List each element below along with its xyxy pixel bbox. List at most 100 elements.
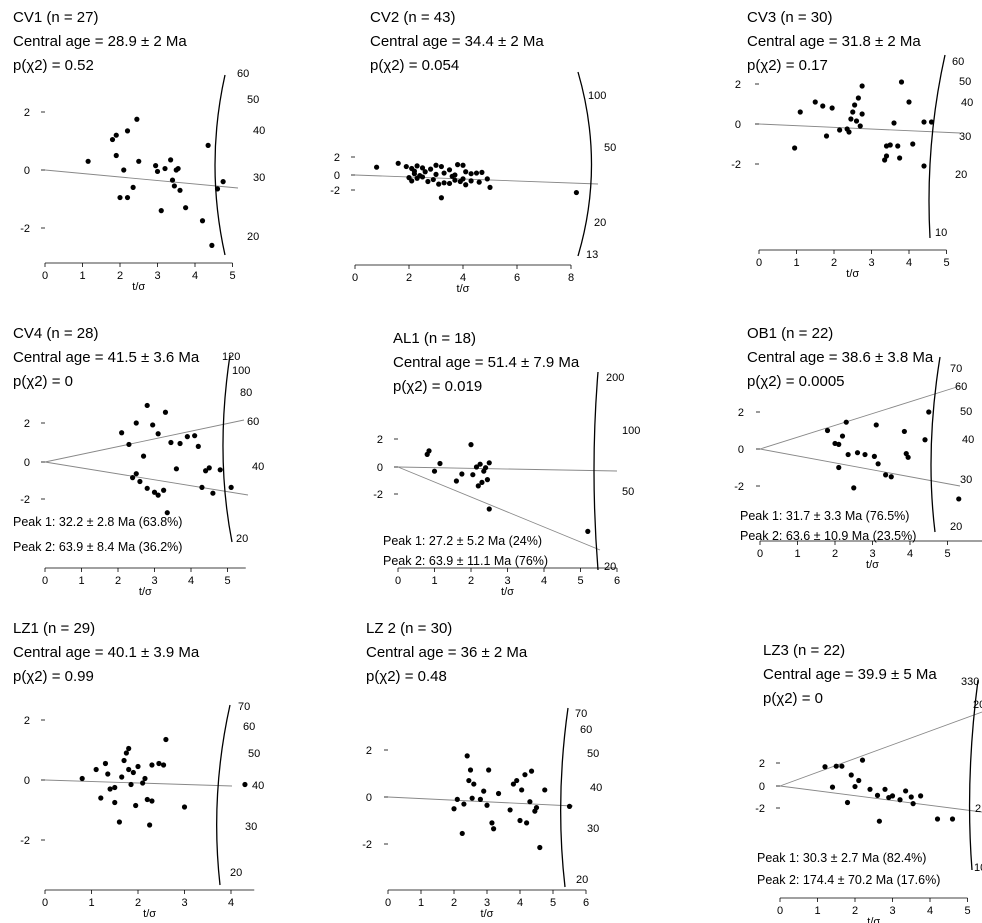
p-chi2-label: p(χ2) = 0.99 [13,668,94,685]
radial-tick-label: 100 [622,425,640,437]
data-point [887,142,893,148]
data-point [112,799,118,806]
radial-tick-label: 30 [245,821,257,833]
x-tick-label: 0 [42,897,48,909]
data-point [162,165,168,172]
radial-tick-label: 30 [253,172,265,184]
data-point [428,166,434,172]
data-point [475,483,481,489]
data-point [839,763,845,769]
central-age-label: Central age = 36 ± 2 Ma [366,644,528,661]
data-point [883,472,889,478]
x-tick-label: 1 [793,257,799,269]
x-tick-label: 0 [757,548,763,560]
data-point [853,118,860,124]
data-point [123,750,129,756]
data-point [537,844,543,851]
radial-tick-label: 50 [604,142,616,154]
data-point [862,451,868,458]
radial-tick-label: 100 [588,90,606,102]
data-point [130,475,136,481]
x-tick-label: 2 [451,897,457,909]
sample-label: LZ3 (n = 22) [763,642,845,659]
x-tick-label: 2 [115,575,121,587]
data-point [403,163,409,170]
central-age-label: Central age = 31.8 ± 2 Ma [747,33,921,50]
p-chi2-label: p(χ2) = 0.52 [13,57,94,74]
radial-tick-label: 50 [587,748,599,760]
data-point [395,160,401,166]
x-tick-label: 4 [927,905,933,917]
radial-plot-panel: CV4 (n = 28) Central age = 41.5 ± 3.6 Ma p… [13,325,264,598]
data-point [524,820,530,826]
radial-tick-label: 20 [950,521,962,533]
data-point [121,757,127,764]
data-point [471,781,477,787]
data-point [903,788,909,794]
peak-label: Peak 1: 27.2 ± 5.2 Ma (24%) [383,534,542,548]
sample-label: CV2 (n = 43) [370,9,455,26]
age-line [44,461,249,496]
x-tick-label: 3 [484,897,490,909]
data-point [438,195,444,201]
x-tick-label: 5 [577,575,583,587]
data-point [460,162,466,168]
radial-tick-label: 20 [604,561,616,573]
x-tick-label: 0 [42,270,48,282]
y-tick-label: 2 [366,745,372,757]
y-tick-label: 2 [24,715,30,727]
data-point [206,465,212,471]
data-point [848,116,854,122]
x-tick-label: 4 [460,272,466,284]
radial-tick-label: 60 [955,381,967,393]
radial-tick-label: 30 [959,131,971,143]
radial-age-arc [577,71,593,257]
age-line [354,174,599,185]
data-point [848,772,854,778]
data-point [463,182,469,188]
data-point [477,796,483,802]
radial-tick-label: 50 [622,486,634,498]
x-tick-label: 3 [889,905,895,917]
x-tick-label: 4 [192,270,198,282]
data-point [133,802,139,809]
radial-tick-label: 60 [580,724,592,736]
data-point [792,145,798,151]
data-point [140,780,146,786]
x-axis-label: t/σ [481,908,494,920]
peak-label: Peak 2: 174.4 ± 70.2 Ma (17.6%) [757,873,940,887]
data-point [133,471,139,477]
radial-plot-panel: LZ3 (n = 22) Central age = 39.9 ± 5 Ma p(χ… [755,642,982,923]
data-point [507,807,513,813]
x-tick-label: 2 [832,548,838,560]
sample-label: CV3 (n = 30) [747,9,832,26]
data-point [433,162,439,168]
data-point [113,152,119,159]
data-point [469,795,475,801]
data-point [483,465,489,471]
data-point [116,819,122,825]
data-point [542,787,548,793]
data-point [126,441,132,448]
data-point [822,764,828,770]
data-point [836,464,842,471]
radial-tick-label: 80 [240,387,252,399]
data-point [874,792,881,798]
data-point [908,794,914,800]
y-tick-label: -2 [734,481,744,493]
data-point [922,437,928,443]
data-point [220,179,226,185]
y-tick-label: -2 [362,839,372,851]
data-point [510,781,516,787]
x-tick-label: 5 [944,548,950,560]
radial-tick-label: 20 [230,867,242,879]
y-tick-label: 0 [759,781,765,793]
data-point [895,143,901,149]
data-point [128,781,134,788]
data-point [566,803,573,810]
data-point [479,169,485,175]
age-line [759,448,961,487]
age-line [779,711,982,787]
radial-tick-label: 50 [960,406,972,418]
data-point [433,171,439,177]
